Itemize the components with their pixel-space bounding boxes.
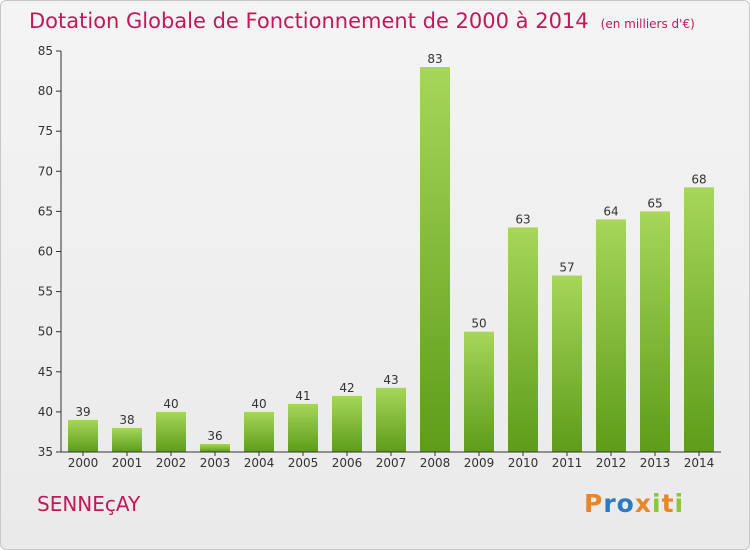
bar-value-label: 57 (559, 261, 574, 275)
bar-value-label: 64 (603, 204, 618, 218)
bar (244, 411, 274, 452)
y-tick-label: 85 (38, 44, 53, 58)
bar (596, 219, 626, 452)
y-tick-label: 50 (38, 325, 53, 339)
x-tick-label: 2002 (156, 456, 187, 470)
bar (156, 411, 186, 452)
bar (376, 387, 406, 452)
bar (640, 211, 670, 452)
y-tick-label: 80 (38, 84, 53, 98)
y-tick-label: 75 (38, 124, 53, 138)
x-tick-label: 2007 (376, 456, 407, 470)
x-tick-label: 2013 (640, 456, 671, 470)
x-tick-label: 2000 (68, 456, 99, 470)
bar-value-label: 68 (691, 172, 706, 186)
x-tick-label: 2009 (464, 456, 495, 470)
chart-unit-note: (en milliers d'€) (600, 17, 695, 31)
y-tick-label: 65 (38, 204, 53, 218)
bar (112, 427, 142, 452)
logo-letter: x (634, 489, 652, 518)
x-tick-label: 2008 (420, 456, 451, 470)
x-tick-label: 2003 (200, 456, 231, 470)
bar (420, 67, 450, 452)
commune-name: SENNEçAY (37, 492, 141, 516)
logo-letter: P (584, 489, 604, 518)
x-tick-label: 2006 (332, 456, 363, 470)
chart-title: Dotation Globale de Fonctionnement de 20… (29, 9, 695, 33)
bar-value-label: 40 (251, 397, 266, 411)
x-tick-label: 2010 (508, 456, 539, 470)
x-tick-label: 2004 (244, 456, 275, 470)
logo-letter: i (652, 489, 662, 518)
logo-letter: r (603, 489, 617, 518)
x-tick-label: 2012 (596, 456, 627, 470)
bar-value-label: 40 (163, 397, 178, 411)
x-tick-label: 2001 (112, 456, 143, 470)
bar (288, 403, 318, 452)
x-tick-label: 2005 (288, 456, 319, 470)
bar (552, 275, 582, 452)
proxiti-logo: Proxiti (584, 489, 684, 518)
bar-value-label: 43 (383, 373, 398, 387)
logo-letter: o (616, 489, 635, 518)
y-tick-label: 40 (38, 405, 53, 419)
logo-letter: t (661, 489, 675, 518)
bar-value-label: 36 (207, 429, 222, 443)
bar-value-label: 41 (295, 389, 310, 403)
bar-value-label: 83 (427, 52, 442, 66)
bar (464, 331, 494, 452)
bar (68, 419, 98, 452)
y-tick-label: 70 (38, 164, 53, 178)
bar (200, 443, 230, 452)
y-tick-label: 55 (38, 285, 53, 299)
bar-value-label: 65 (647, 196, 662, 210)
x-tick-label: 2011 (552, 456, 583, 470)
bar-value-label: 50 (471, 317, 486, 331)
logo-letter: i (674, 489, 685, 518)
x-tick-label: 2014 (684, 456, 715, 470)
bar-value-label: 63 (515, 212, 530, 226)
bar-value-label: 42 (339, 381, 354, 395)
y-tick-label: 60 (38, 245, 53, 259)
y-tick-label: 45 (38, 365, 53, 379)
bar-value-label: 38 (119, 413, 134, 427)
bar-value-label: 39 (75, 405, 90, 419)
chart-title-text: Dotation Globale de Fonctionnement de 20… (29, 9, 589, 33)
bar (332, 395, 362, 452)
y-tick-label: 35 (38, 445, 53, 459)
bar (508, 227, 538, 452)
bar (684, 187, 714, 452)
